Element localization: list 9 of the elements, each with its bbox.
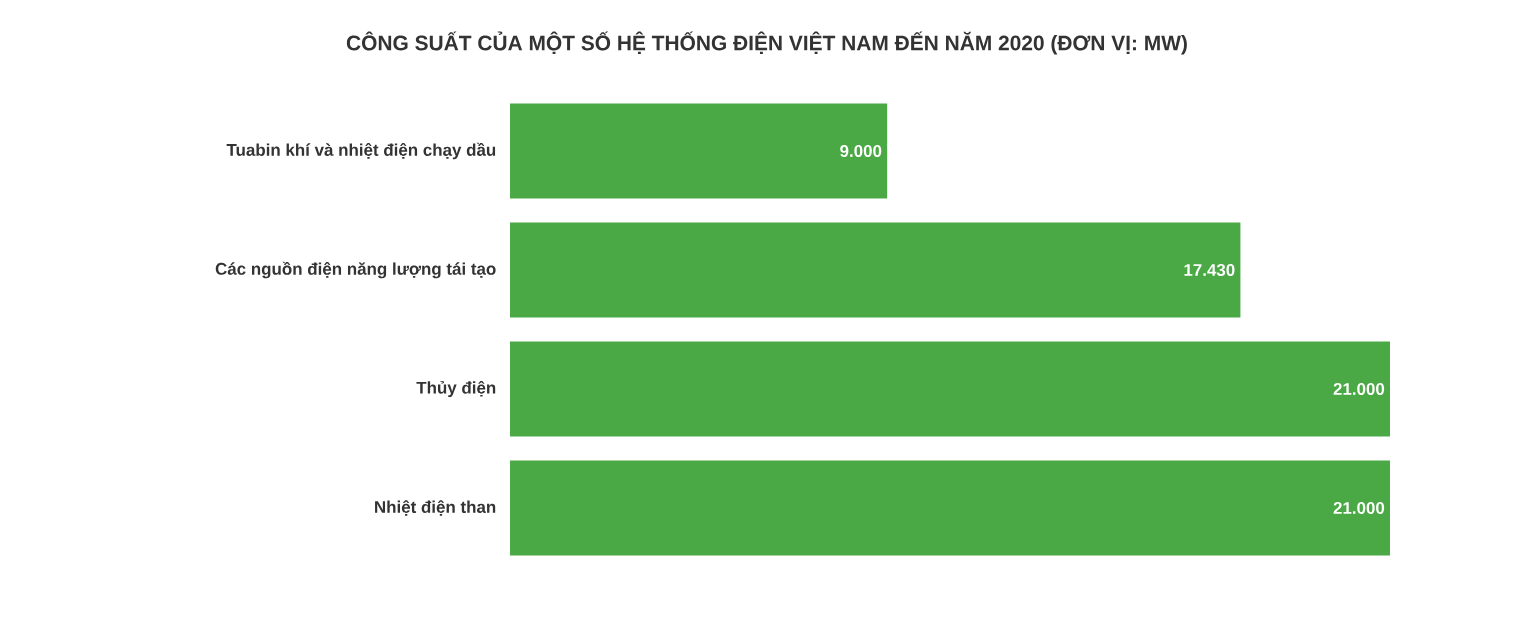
- y-tick-label: Tuabin khí và nhiệt điện chạy dầu: [226, 142, 496, 160]
- data-label: 21.000: [1333, 501, 1385, 514]
- data-label: 17.430: [1184, 263, 1235, 276]
- data-label: 9.000: [840, 144, 882, 157]
- y-tick-label: Nhiệt điện than: [375, 500, 496, 516]
- y-tick-label: Các nguồn điện năng lượng tái tạo: [215, 261, 496, 279]
- chart-title: CÔNG SUẤT CỦA MỘT SỐ HỆ THỐNG ĐIỆN VIỆT NAM ĐẾN NĂM 2020 (ĐƠN VỊ: MW): [346, 31, 1187, 55]
- data-label: 21.000: [1333, 382, 1385, 395]
- y-tick-label: Thủy điện: [416, 380, 496, 398]
